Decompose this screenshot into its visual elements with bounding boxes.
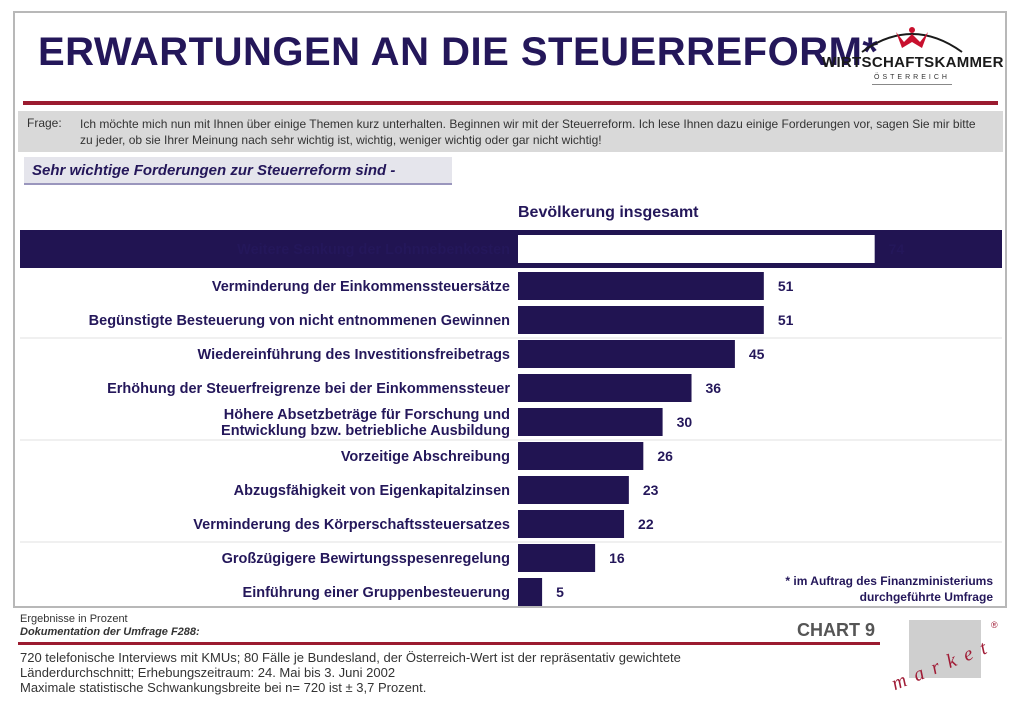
data-label: 16 xyxy=(609,550,625,566)
slide-frame xyxy=(13,11,1007,608)
category-label: Begünstigte Besteuerung von nicht entnom… xyxy=(89,313,510,329)
category-label: Verminderung des Körperschaftssteuersatz… xyxy=(193,517,510,533)
data-label: 26 xyxy=(657,448,673,464)
market-logo-box xyxy=(909,620,981,678)
footer-rule xyxy=(18,642,880,645)
logo-divider xyxy=(872,84,952,85)
method-line-3: Maximale statistische Schwankungsbreite … xyxy=(20,680,427,695)
chart-number: CHART 9 xyxy=(797,620,876,640)
data-label: 45 xyxy=(749,346,765,362)
page-title: ERWARTUNGEN AN DIE STEUERREFORM* xyxy=(38,30,879,74)
footnote: * im Auftrag des Finanzministeriums durc… xyxy=(720,573,993,605)
category-label: Weitere Senkung der Lohnnebenkosten xyxy=(237,242,510,258)
documentation-label: Dokumentation der Umfrage F288: xyxy=(20,626,200,638)
data-label: 51 xyxy=(778,312,794,328)
data-label: 23 xyxy=(643,482,659,498)
footnote-line-2: durchgeführte Umfrage xyxy=(859,590,993,604)
eagle-icon xyxy=(861,27,963,53)
bar xyxy=(518,340,735,368)
series-heading: Bevölkerung insgesamt xyxy=(518,204,699,221)
category-label: Vorzeitige Abschreibung xyxy=(341,449,510,465)
question-label: Frage: xyxy=(27,116,62,130)
bar xyxy=(518,408,663,436)
data-label: 51 xyxy=(778,278,794,294)
category-label: Wiedereinführung des Investitionsfreibet… xyxy=(198,347,510,363)
results-note: Ergebnisse in Prozent xyxy=(20,613,128,625)
bar xyxy=(518,578,543,606)
category-label: Einführung einer Gruppenbesteuerung xyxy=(243,585,510,601)
bar xyxy=(518,510,625,538)
bar xyxy=(518,476,629,504)
category-label: Entwicklung bzw. betriebliche Ausbildung xyxy=(221,423,510,439)
bar xyxy=(518,442,644,470)
logo-subtitle: ÖSTERREICH xyxy=(874,74,950,81)
footnote-line-1: * im Auftrag des Finanzministeriums xyxy=(785,574,993,588)
category-label: Abzugsfähigkeit von Eigenkapitalzinsen xyxy=(234,483,510,499)
method-notes: 720 telefonische Interviews mit KMUs; 80… xyxy=(20,650,820,695)
bar xyxy=(518,374,692,402)
category-label: Großzügigere Bewirtungsspesenregelung xyxy=(222,551,510,567)
market-logo: market ® xyxy=(888,618,1003,695)
data-label: 30 xyxy=(677,414,693,430)
logo-name: WIRTSCHAFTSKAMMER xyxy=(822,54,1004,71)
category-label: Höhere Absetzbeträge für Forschung und xyxy=(224,407,510,423)
header-rule xyxy=(23,101,998,105)
category-label: Verminderung der Einkommenssteuersätze xyxy=(212,279,510,295)
registered-mark: ® xyxy=(991,620,998,630)
question-text: Ich möchte mich nun mit Ihnen über einig… xyxy=(80,117,976,147)
method-line-2: Länderdurchschnitt; Erhebungszeitraum: 2… xyxy=(20,665,396,680)
bar xyxy=(518,272,764,300)
bar xyxy=(518,544,596,572)
bar xyxy=(518,235,875,263)
method-line-1: 720 telefonische Interviews mit KMUs; 80… xyxy=(20,650,681,665)
category-label: Erhöhung der Steuerfreigrenze bei der Ei… xyxy=(107,381,510,397)
data-label: 22 xyxy=(638,516,654,532)
data-label: 74 xyxy=(889,241,905,257)
question-box: Frage: Ich möchte mich nun mit Ihnen übe… xyxy=(18,111,1003,152)
chart-subtitle: Sehr wichtige Forderungen zur Steuerrefo… xyxy=(24,157,452,185)
wirtschaftskammer-logo: WIRTSCHAFTSKAMMER ÖSTERREICH xyxy=(822,22,1004,92)
data-label: 36 xyxy=(706,380,722,396)
data-label: 5 xyxy=(556,584,564,600)
bar xyxy=(518,306,764,334)
